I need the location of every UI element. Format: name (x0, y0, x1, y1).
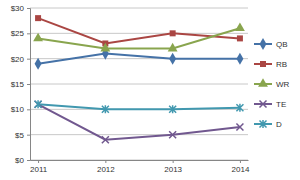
x-tick-label: 2011 (30, 165, 48, 174)
x-tick-mark (173, 160, 174, 163)
lines (38, 18, 240, 140)
legend-marker (260, 101, 267, 108)
series-marker (35, 15, 41, 21)
series-line (38, 104, 240, 139)
y-tick-label: $25 (11, 29, 25, 38)
x-tick-mark (240, 160, 241, 163)
x-tick: 2013 (164, 160, 182, 174)
legend-item: WR (254, 78, 290, 88)
series-marker (170, 30, 176, 36)
series-marker (102, 105, 109, 113)
y-tick: $30 (11, 4, 30, 13)
legend-item: TE (254, 100, 286, 109)
series-line (38, 104, 240, 109)
x-tick: 2011 (30, 160, 48, 174)
grid (30, 8, 248, 160)
series-line (38, 54, 240, 64)
legend-item: RB (254, 60, 287, 69)
series-marker (169, 105, 176, 113)
series-marker (35, 100, 42, 108)
series-marker (236, 53, 243, 65)
x-tick: 2014 (232, 160, 250, 174)
y-tick: $5 (15, 131, 30, 140)
y-tick-mark (27, 135, 30, 136)
series-marker (169, 131, 176, 138)
series-marker (33, 33, 43, 42)
y-tick-mark (27, 160, 30, 161)
y-tick-label: $0 (15, 156, 24, 165)
grid-line (30, 84, 248, 85)
series-marker (100, 43, 110, 52)
x-axis: 2011 2012 2013 2014 (30, 160, 250, 174)
x-tick-mark (38, 160, 39, 163)
series-marker (35, 101, 42, 108)
y-tick-label: $15 (11, 80, 25, 89)
y-tick-mark (27, 59, 30, 60)
markers (33, 15, 245, 143)
series-marker (235, 23, 245, 32)
series-marker (237, 35, 243, 41)
legend-label: TE (276, 100, 286, 109)
series-line (38, 28, 240, 48)
y-tick-mark (27, 33, 30, 34)
x-tick-label: 2014 (232, 165, 250, 174)
y-tick: $10 (11, 105, 30, 114)
y-axis: $0 $5 $10 $15 $20 $25 $30 (11, 4, 31, 165)
grid-line (30, 134, 248, 135)
legend-marker (260, 120, 267, 128)
y-tick-label: $10 (11, 105, 25, 114)
legend-label: QB (276, 40, 288, 49)
legend-label: D (276, 120, 282, 129)
legend: QB RB WR TE D (254, 38, 290, 129)
y-tick-mark (27, 84, 30, 85)
legend-item: D (254, 120, 282, 129)
series-line (38, 18, 240, 43)
chart: $0 $5 $10 $15 $20 $25 $30 2011 2012 2013 2014 QB RB W… (0, 0, 300, 180)
x-tick-label: 2013 (164, 165, 182, 174)
y-tick: $20 (11, 55, 30, 64)
x-axis-line (31, 160, 249, 161)
legend-label: WR (276, 80, 290, 89)
series-marker (236, 124, 243, 131)
series-marker (169, 53, 176, 65)
y-tick-label: $30 (11, 4, 25, 13)
plot: $0 $5 $10 $15 $20 $25 $30 2011 2012 2013 2014 (11, 4, 250, 174)
y-tick: $25 (11, 29, 30, 38)
series-marker (168, 43, 178, 52)
legend-item: QB (254, 38, 288, 50)
legend-marker (260, 38, 267, 50)
x-tick-mark (105, 160, 106, 163)
series-marker (35, 58, 42, 70)
x-tick-label: 2012 (97, 165, 115, 174)
grid-line (30, 8, 248, 9)
series-marker (236, 104, 243, 112)
legend-marker (258, 78, 268, 87)
legend-label: RB (276, 60, 287, 69)
grid-line (30, 160, 248, 161)
y-tick-mark (27, 8, 30, 9)
y-axis-line (27, 9, 31, 161)
legend-marker (260, 61, 266, 67)
y-tick-label: $5 (15, 131, 24, 140)
y-tick-label: $20 (11, 55, 25, 64)
y-tick: $15 (11, 80, 30, 89)
series-marker (102, 136, 109, 143)
x-tick: 2012 (97, 160, 115, 174)
y-tick-mark (27, 109, 30, 110)
y-tick: $0 (15, 156, 30, 165)
grid-line (30, 33, 248, 34)
